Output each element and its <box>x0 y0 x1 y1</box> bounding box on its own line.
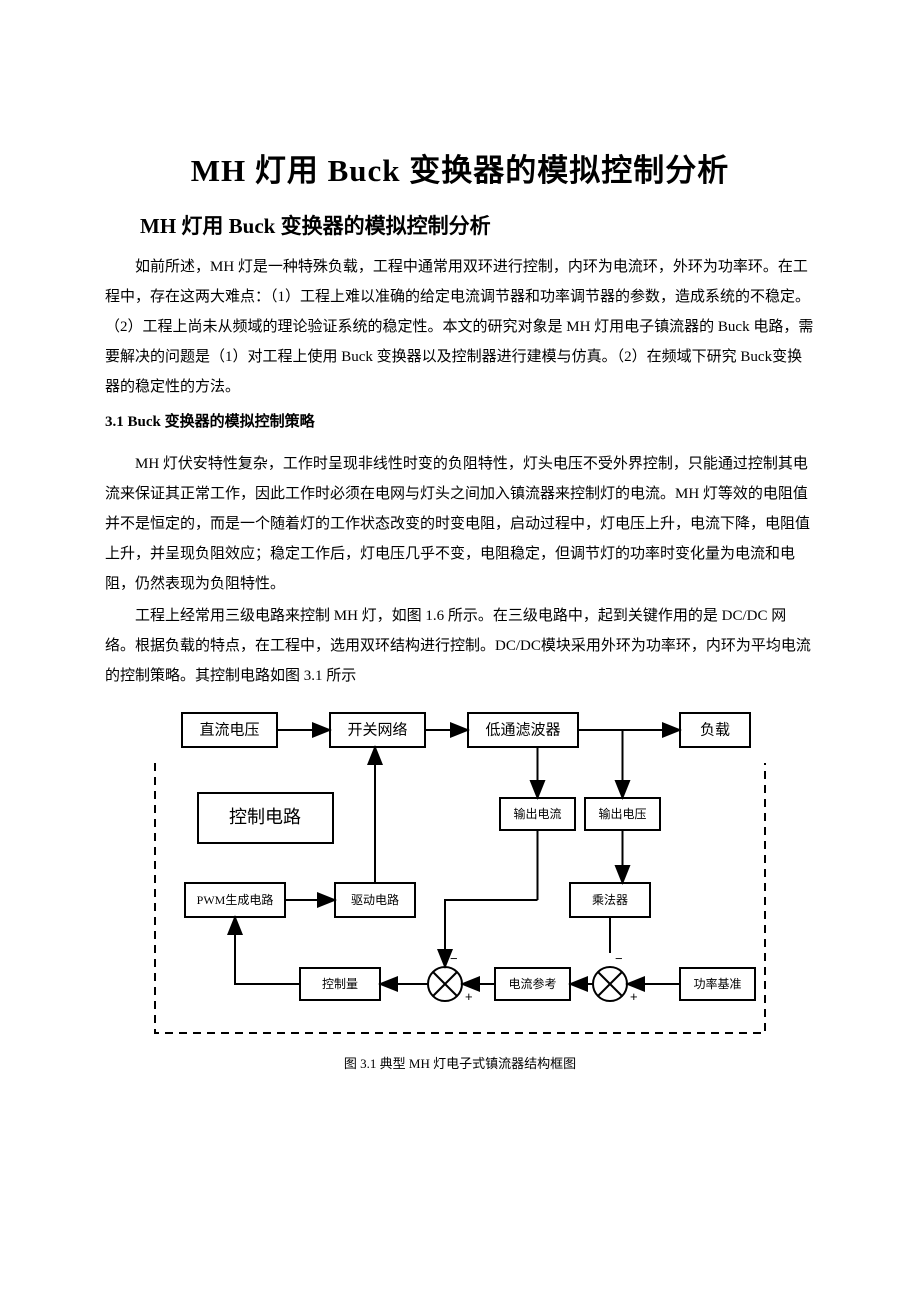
box-control-qty: 控制量 <box>322 977 358 991</box>
subtitle: MH 灯用 Buck 变换器的模拟控制分析 <box>140 210 815 240</box>
paragraph-3: 工程上经常用三级电路来控制 MH 灯，如图 1.6 所示。在三级电路中，起到关键… <box>105 601 815 691</box>
paragraph-2: MH 灯伏安特性复杂，工作时呈现非线性时变的负阻特性，灯头电压不受外界控制，只能… <box>105 449 815 599</box>
box-lowpass-filter: 低通滤波器 <box>485 721 560 738</box>
diagram-svg: 直流电压 开关网络 低通滤波器 负载 控制电路 输出电流 输出电压 PWM生成电… <box>150 703 770 1043</box>
paragraph-intro: 如前所述，MH 灯是一种特殊负载，工程中通常用双环进行控制，内环为电流环，外环为… <box>105 252 815 402</box>
sign-minus-2: − <box>615 951 623 966</box>
figure-caption: 图 3.1 典型 MH 灯电子式镇流器结构框图 <box>150 1053 770 1072</box>
section-heading-3-1: 3.1 Buck 变换器的模拟控制策略 <box>105 410 815 431</box>
box-driver: 驱动电路 <box>351 892 399 907</box>
box-output-current: 输出电流 <box>513 806 561 821</box>
sign-minus-1: − <box>450 951 458 966</box>
diagram-3-1: 直流电压 开关网络 低通滤波器 负载 控制电路 输出电流 输出电压 PWM生成电… <box>150 703 770 1072</box>
box-switch-network: 开关网络 <box>347 721 407 738</box>
box-current-ref: 电流参考 <box>508 976 556 991</box>
page-title: MH 灯用 Buck 变换器的模拟控制分析 <box>105 145 815 190</box>
sign-plus-1: + <box>465 989 473 1004</box>
box-multiplier: 乘法器 <box>592 893 628 907</box>
box-pwm: PWM生成电路 <box>197 892 274 907</box>
box-output-voltage: 输出电压 <box>598 806 646 821</box>
box-load: 负载 <box>700 721 730 738</box>
box-control-circuit: 控制电路 <box>229 807 301 827</box>
box-power-ref: 功率基准 <box>693 976 741 991</box>
sign-plus-2: + <box>630 989 638 1004</box>
box-dc-voltage: 直流电压 <box>199 721 259 738</box>
